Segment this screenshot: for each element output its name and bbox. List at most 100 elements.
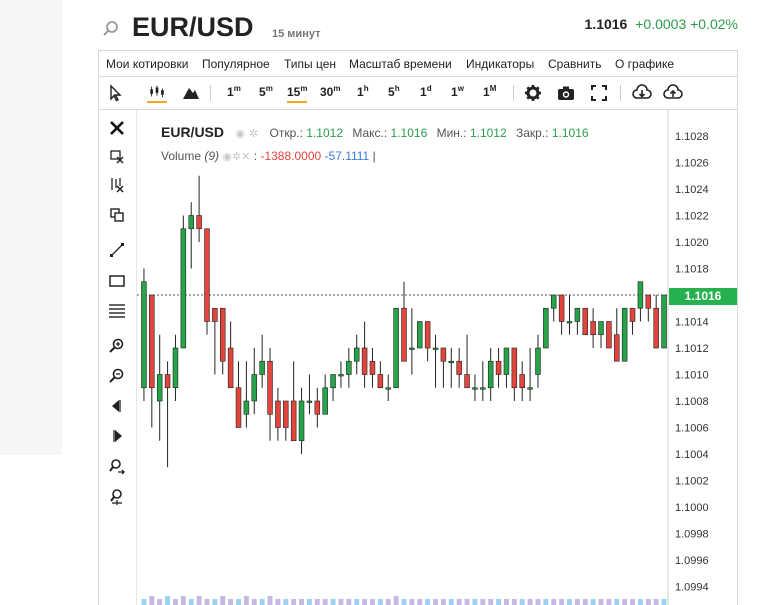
upload-icon[interactable]: [663, 83, 683, 103]
interval-1h[interactable]: 1h: [357, 84, 369, 99]
candle-body: [156, 374, 163, 402]
interval-1w[interactable]: 1w: [451, 84, 464, 99]
quote-summary: 1.1016 +0.0003 +0.02%: [585, 16, 738, 32]
chart-area[interactable]: 1.1028 1.1026 1.1024 1.1022 1.1020 1.1018 1.10…: [137, 110, 738, 605]
close-label: Закр.:: [515, 126, 549, 140]
settings-gear-icon[interactable]: [523, 83, 543, 103]
candle-body: [298, 400, 305, 442]
volume-bar: [559, 599, 565, 605]
candle-body: [314, 400, 321, 415]
fullscreen-icon[interactable]: [589, 83, 609, 103]
gear-icon[interactable]: ✲: [248, 128, 259, 140]
interval-1d[interactable]: 1d: [420, 84, 432, 99]
ohlc-legend: EUR/USD ◉ ✲ Откр.: 1.1012 Макс.: 1.1016 М…: [161, 124, 589, 140]
close-icon[interactable]: ✕: [241, 151, 251, 163]
visibility-eye-icon[interactable]: ◉: [222, 151, 232, 163]
candle-body: [393, 307, 399, 389]
camera-icon[interactable]: [556, 83, 576, 103]
volume-bar: [440, 599, 446, 605]
close-icon[interactable]: [108, 119, 126, 137]
menu-indicators[interactable]: Индикаторы: [466, 57, 535, 71]
y-tick-label: 1.0994: [675, 582, 709, 594]
zoom-reset-icon[interactable]: [108, 458, 126, 476]
candle-body: [220, 307, 226, 362]
volume-value-2: -57.1111: [324, 149, 370, 163]
interval-5m[interactable]: 5m: [259, 84, 273, 99]
rectangle-icon[interactable]: [108, 272, 126, 290]
volume-bar: [574, 599, 580, 605]
candle-body: [172, 347, 179, 389]
candle-body: [385, 387, 391, 390]
candle-body: [251, 374, 258, 402]
trend-line-icon[interactable]: [108, 241, 126, 259]
scroll-right-icon[interactable]: [108, 427, 126, 445]
menu-about-chart[interactable]: О графике: [615, 57, 675, 71]
candle-body: [448, 360, 455, 364]
menu-price-types[interactable]: Типы цен: [284, 57, 337, 71]
candle-body: [621, 307, 628, 362]
delete-drawings-icon[interactable]: [108, 148, 126, 166]
gear-icon[interactable]: ✲: [232, 151, 242, 163]
interval-5h[interactable]: 5h: [388, 84, 400, 99]
high-value: 1.1016: [390, 126, 428, 140]
candle-body: [259, 360, 265, 375]
volume-bar: [661, 599, 667, 605]
scroll-left-icon[interactable]: [108, 397, 126, 415]
volume-bar: [157, 599, 163, 605]
candle-body: [606, 321, 612, 349]
candle-body: [188, 215, 194, 230]
interval-15m[interactable]: 15m: [287, 84, 308, 103]
candle-body: [480, 387, 486, 390]
candle-body: [661, 294, 667, 349]
candlestick-chart-icon[interactable]: [147, 83, 167, 103]
volume-bar: [637, 599, 643, 605]
volume-bar: [204, 599, 210, 605]
volume-bar: [519, 599, 525, 605]
candle-body: [204, 228, 210, 322]
interval-1M[interactable]: 1M: [483, 84, 497, 99]
volume-bar: [417, 599, 423, 605]
chart-header: EUR/USD 15 минут 1.1016 +0.0003 +0.02%: [98, 10, 738, 46]
menu-time-scale[interactable]: Масштаб времени: [349, 57, 452, 71]
candle-body: [338, 374, 344, 377]
volume-bar: [567, 599, 572, 605]
interval-30m[interactable]: 30m: [320, 84, 341, 99]
download-icon[interactable]: [632, 83, 652, 103]
y-tick-label: 1.1018: [675, 264, 709, 276]
candle-body: [653, 307, 659, 349]
clone-icon[interactable]: [108, 206, 126, 224]
zoom-out-icon[interactable]: [108, 367, 126, 385]
volume-bar: [346, 599, 352, 605]
volume-bar: [535, 599, 541, 605]
delete-indicators-icon[interactable]: [108, 176, 126, 194]
volume-bar: [251, 599, 257, 605]
candle-body: [574, 307, 581, 322]
candlestick-chart[interactable]: 1.1028 1.1026 1.1024 1.1022 1.1020 1.1018 1.10…: [137, 110, 737, 605]
auto-scale-icon[interactable]: [108, 488, 126, 506]
volume-bar: [409, 599, 415, 605]
candle-body: [227, 347, 234, 389]
zoom-in-icon[interactable]: [108, 337, 126, 355]
search-icon[interactable]: [102, 20, 120, 38]
volume-bar: [228, 599, 234, 605]
volume-bar: [464, 599, 470, 605]
menu-compare[interactable]: Сравнить: [548, 57, 602, 71]
fibonacci-icon[interactable]: [108, 302, 126, 320]
visibility-eye-icon[interactable]: ◉: [235, 128, 245, 140]
volume-bar: [598, 599, 604, 605]
volume-bar: [433, 599, 438, 605]
interval-1m[interactable]: 1m: [227, 84, 241, 99]
volume-bar: [511, 599, 517, 605]
volume-bar: [354, 599, 360, 605]
cursor-icon[interactable]: [105, 83, 125, 103]
volume-bar: [283, 599, 289, 605]
volume-bar: [338, 599, 344, 605]
candle-body: [598, 321, 604, 336]
left-gray-panel: [0, 0, 62, 455]
area-chart-icon[interactable]: [181, 83, 201, 103]
menu-popular[interactable]: Популярное: [202, 57, 270, 71]
volume-bar: [149, 596, 155, 605]
menu-my-quotes[interactable]: Мои котировки: [106, 57, 189, 71]
candle-body: [346, 360, 352, 375]
candle-body: [614, 334, 620, 362]
